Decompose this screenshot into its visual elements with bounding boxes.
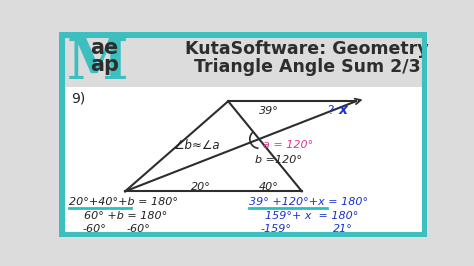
Text: ∠b≈∠a: ∠b≈∠a xyxy=(174,139,219,152)
Text: x: x xyxy=(338,103,347,117)
Text: ?: ? xyxy=(327,103,333,117)
Text: 20°: 20° xyxy=(191,182,211,192)
Text: b =120°: b =120° xyxy=(255,155,302,165)
Text: -159°: -159° xyxy=(261,224,292,234)
Text: Triangle Angle Sum 2/3: Triangle Angle Sum 2/3 xyxy=(194,58,420,76)
Text: ap: ap xyxy=(90,55,119,75)
Text: 21°: 21° xyxy=(333,224,353,234)
Text: 39° +120°+x = 180°: 39° +120°+x = 180° xyxy=(249,197,368,207)
Text: -60°: -60° xyxy=(82,224,106,234)
Text: 39°: 39° xyxy=(258,106,278,116)
Text: 40°: 40° xyxy=(258,182,278,192)
Text: a = 120°: a = 120° xyxy=(263,140,313,150)
Text: 20°+40°+b = 180°: 20°+40°+b = 180° xyxy=(69,197,178,207)
Text: 60° +b = 180°: 60° +b = 180° xyxy=(84,211,167,221)
Text: KutaSoftware: Geometry: KutaSoftware: Geometry xyxy=(185,40,429,58)
Text: 9): 9) xyxy=(71,92,85,106)
Bar xyxy=(63,87,423,233)
Text: 159°+ x  = 180°: 159°+ x = 180° xyxy=(264,211,358,221)
Text: -60°: -60° xyxy=(127,224,151,234)
Text: ae: ae xyxy=(90,38,118,58)
Text: M: M xyxy=(67,36,128,91)
